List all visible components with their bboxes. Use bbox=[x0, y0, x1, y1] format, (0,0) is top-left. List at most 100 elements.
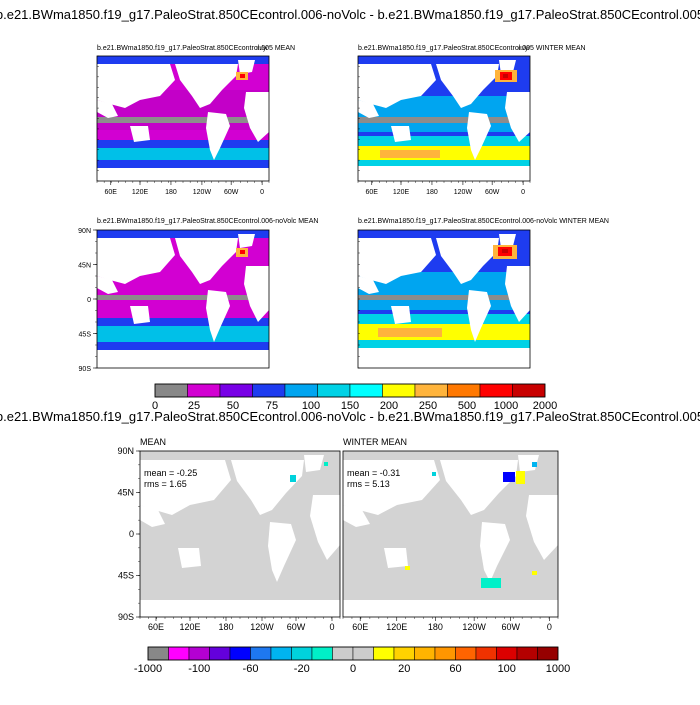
lon-tick-label: 60E bbox=[366, 189, 379, 196]
southern-band bbox=[97, 160, 269, 168]
lon-tick-label: 60W bbox=[485, 189, 500, 196]
diff-spot bbox=[532, 571, 537, 575]
lon-tick-label: 0 bbox=[329, 622, 334, 632]
panel-title-top-left: b.e21.BWma1850.f19_g17.PaleoStrat.850CEc… bbox=[97, 45, 295, 52]
colorbar-label: 200 bbox=[380, 400, 398, 412]
lon-tick-label: 60E bbox=[352, 622, 368, 632]
lat-tick-label: 90S bbox=[79, 366, 92, 373]
land-south-america bbox=[206, 290, 230, 342]
colorbar-label: 75 bbox=[266, 400, 278, 412]
land-australia bbox=[391, 306, 411, 324]
land-greenland bbox=[238, 234, 255, 248]
lon-tick-label: 0 bbox=[260, 189, 264, 196]
map-middle-left bbox=[96, 229, 270, 369]
southern-band bbox=[358, 136, 530, 146]
diff-spot bbox=[532, 462, 537, 467]
land-eurasia bbox=[140, 460, 231, 515]
lon-tick-label: 60E bbox=[105, 189, 118, 196]
arctic-band bbox=[358, 56, 530, 64]
land-greenland bbox=[499, 234, 516, 248]
colorbar-label: 1000 bbox=[494, 400, 518, 412]
colorbar-label: 60 bbox=[449, 663, 461, 675]
lat-tick-label: 90S bbox=[118, 612, 134, 622]
southern-band bbox=[97, 326, 269, 342]
colorbar-bottom: -1000 -100 -60 -20 0 20 60 100 1000 bbox=[134, 646, 570, 675]
lat-tick-label: 45N bbox=[117, 488, 134, 498]
colorbar-swatch bbox=[496, 646, 518, 661]
colorbar-swatch bbox=[373, 646, 395, 661]
colorbar-swatch bbox=[147, 646, 169, 661]
map-bottom-right: mean = -0.31 rms = 5.13 bbox=[342, 450, 559, 618]
lon-tick-label: 180 bbox=[218, 622, 233, 632]
lon-tick-label: 120E bbox=[132, 189, 149, 196]
antarctic-band bbox=[97, 168, 269, 181]
equator-band bbox=[97, 117, 269, 123]
land-greenland bbox=[238, 60, 255, 74]
southern-band bbox=[358, 314, 530, 324]
arctic-band bbox=[97, 230, 269, 238]
colorbar-top: 0 25 50 75 100 150 200 250 500 1000 2000 bbox=[152, 383, 557, 412]
colorbar-frame bbox=[147, 646, 559, 661]
colorbar-swatch bbox=[516, 646, 538, 661]
diff-spot bbox=[290, 475, 296, 482]
colorbar-swatch bbox=[270, 646, 292, 661]
diff-title: b.e21.BWma1850.f19_g17.PaleoStrat.850CEc… bbox=[0, 409, 700, 424]
land-eurasia bbox=[358, 64, 436, 108]
land-south-america bbox=[206, 112, 230, 160]
diff-spot bbox=[516, 471, 525, 484]
stats-rms: rms = 5.13 bbox=[347, 479, 390, 489]
antarctica bbox=[343, 600, 558, 617]
stats-mean: mean = -0.25 bbox=[144, 468, 197, 478]
stats-mean: mean = -0.31 bbox=[347, 468, 400, 478]
north-atlantic-deep bbox=[502, 249, 508, 253]
lon-tick-label: 0 bbox=[547, 622, 552, 632]
colorbar-swatch bbox=[414, 646, 436, 661]
map-top-right bbox=[357, 55, 531, 182]
equator-band bbox=[358, 295, 530, 300]
colorbar-swatch bbox=[349, 383, 383, 398]
colorbar-swatch bbox=[447, 383, 481, 398]
land-asia-east bbox=[97, 100, 118, 118]
land-australia bbox=[130, 306, 150, 324]
land-eurasia bbox=[97, 64, 175, 108]
land-asia-east bbox=[140, 505, 165, 527]
equator-band bbox=[97, 295, 269, 300]
colorbar-label: 500 bbox=[458, 400, 476, 412]
map-top-left bbox=[96, 55, 270, 182]
lon-tick-label: 120E bbox=[393, 189, 410, 196]
colorbar-swatch bbox=[434, 646, 456, 661]
panel-title-middle-right: b.e21.BWma1850.f19_g17.PaleoStrat.850CEc… bbox=[358, 218, 609, 225]
lat-tick-label: 45N bbox=[78, 263, 91, 270]
lon-tick-label: 120W bbox=[454, 189, 473, 196]
panel-title-bottom-left: MEAN bbox=[140, 437, 166, 447]
colorbar-label: 100 bbox=[498, 663, 516, 675]
colorbar-swatch bbox=[317, 383, 351, 398]
land-australia bbox=[384, 548, 408, 568]
colorbar-label: -60 bbox=[243, 663, 259, 675]
land-south-america bbox=[467, 112, 491, 160]
land-africa bbox=[526, 495, 558, 560]
land-asia-east bbox=[358, 276, 379, 294]
colorbar-label: 25 bbox=[188, 400, 200, 412]
colorbar-label: 250 bbox=[419, 400, 437, 412]
land-greenland bbox=[518, 455, 539, 472]
axis-labels: 60E 120E 180 120W 60W 0 60E 120E 180 120W 60W 0 90N 4… bbox=[78, 55, 559, 632]
colorbar-swatch bbox=[154, 383, 188, 398]
lon-tick-label: 120W bbox=[462, 622, 486, 632]
panel-title-top-right: b.e21.BWma1850.f19_g17.PaleoStrat.850CEc… bbox=[358, 45, 586, 52]
lon-tick-label: 0 bbox=[521, 189, 525, 196]
panel-title-middle-left: b.e21.BWma1850.f19_g17.PaleoStrat.850CEc… bbox=[97, 218, 318, 225]
land-north-america bbox=[175, 64, 238, 108]
colorbar-swatch bbox=[252, 383, 286, 398]
colorbar-label: -100 bbox=[188, 663, 210, 675]
land-asia-east bbox=[97, 276, 118, 294]
land-asia-east bbox=[343, 505, 370, 527]
colorbar-swatch bbox=[393, 646, 415, 661]
colorbar-label: 0 bbox=[350, 663, 356, 675]
colorbar-swatch bbox=[332, 646, 354, 661]
lon-tick-label: 180 bbox=[426, 189, 438, 196]
diff-spot bbox=[481, 578, 501, 588]
land-australia bbox=[391, 126, 411, 142]
lon-tick-label: 60E bbox=[148, 622, 164, 632]
